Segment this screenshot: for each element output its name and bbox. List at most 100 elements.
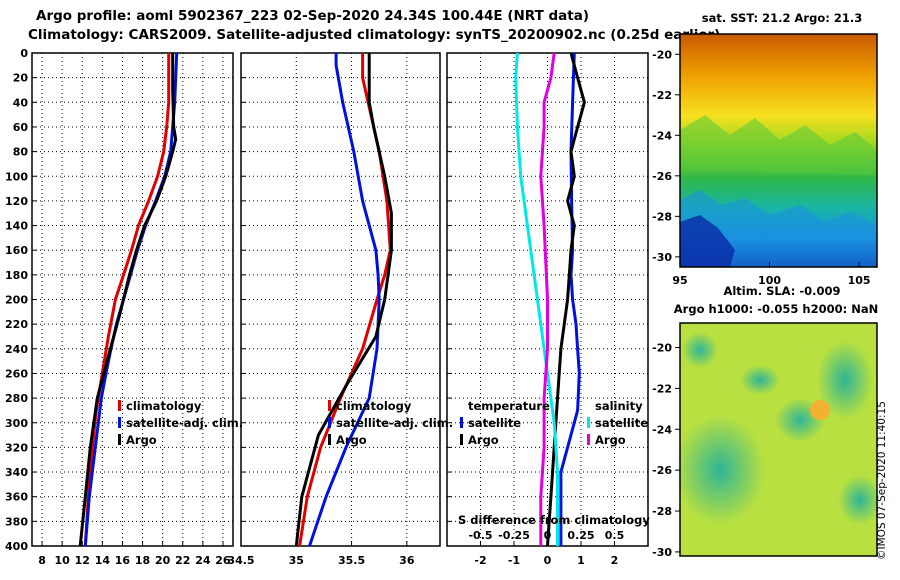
series-temperature-satellite xyxy=(559,52,581,546)
legend-label: satellite xyxy=(595,416,648,430)
x-tick-label: -1 xyxy=(508,554,520,567)
y-tick-label: 240 xyxy=(5,343,28,356)
y-tick-label: 220 xyxy=(5,318,28,331)
y-tick-label: 320 xyxy=(5,441,28,454)
sla-blob xyxy=(838,475,882,525)
y-tick-label: 280 xyxy=(5,392,28,405)
sst-y-tick-label: -28 xyxy=(652,210,672,223)
legend-label: Argo xyxy=(595,433,626,447)
legend-swatch-temp-satellite xyxy=(460,417,463,428)
legend-label: Argo xyxy=(336,433,367,447)
legend-label: satellite xyxy=(468,416,521,430)
legend-salinity: climatology satellite-adj. clim. Argo xyxy=(328,399,453,447)
difference-xlabel: S difference from climatology xyxy=(458,513,650,527)
y-tick-label: 0 xyxy=(20,47,28,60)
x-tick-label: 35 xyxy=(289,554,304,567)
sla-blob xyxy=(817,340,873,420)
y-tick-label: 260 xyxy=(5,367,28,380)
series-argo xyxy=(294,53,393,547)
credit: ©IMOS 07-Sep-2020 11:40:15 xyxy=(876,401,888,560)
series-salinity-satellite xyxy=(514,52,559,546)
legend-swatch-sal-satellite xyxy=(587,417,590,428)
y-tick-label: 80 xyxy=(13,146,29,159)
x-tick-label: 1 xyxy=(577,554,585,567)
sal-diff-tick-label: 0.25 xyxy=(567,529,594,542)
legend-swatch-argo xyxy=(118,434,121,445)
y-tick-label: 380 xyxy=(5,515,28,528)
difference-panel: -2 -1 0 1 2-0.5 -0.25 0 0.25 0.5 xyxy=(446,52,649,567)
sst-map-front xyxy=(680,115,877,175)
sst-y-tick-label: -24 xyxy=(652,129,672,142)
x-tick-label: 24 xyxy=(195,554,211,567)
sla-y-tick-label: -22 xyxy=(652,382,672,395)
y-tick-label: 400 xyxy=(5,540,28,553)
temperature-panel: 0 20 40 60 80 100 120 140 160 180 200 220 240 260 280 3… xyxy=(5,47,234,567)
sla-y-tick-label: -28 xyxy=(652,505,672,518)
y-tick-label: 140 xyxy=(5,220,28,233)
series-temperature-argo xyxy=(546,52,586,547)
sst-x-tick-label: 95 xyxy=(672,274,687,287)
sst-y-tick-label: -30 xyxy=(652,251,672,264)
title-line-1: Argo profile: aoml 5902367_223 02-Sep-20… xyxy=(36,8,590,24)
sla-blob xyxy=(740,365,780,395)
x-tick-label: 10 xyxy=(54,554,70,567)
series-argo xyxy=(78,53,178,547)
legend-swatch-sal-argo xyxy=(587,434,590,445)
x-tick-label: 36 xyxy=(399,554,415,567)
y-tick-label: 200 xyxy=(5,294,28,307)
legend-swatch-climatology xyxy=(118,400,121,411)
sal-diff-tick-label: -0.25 xyxy=(498,529,530,542)
x-tick-label: 26 xyxy=(215,554,231,567)
legend-header-temperature: temperature xyxy=(468,399,550,413)
x-tick-label: 16 xyxy=(115,554,131,567)
sst-map-frame xyxy=(679,33,878,268)
sla-blob xyxy=(675,415,765,525)
sla-map-title-1: Altim. SLA: -0.009 xyxy=(723,284,840,298)
sst-x-tick-label: 105 xyxy=(848,274,871,287)
legend-label: climatology xyxy=(336,399,412,413)
legend-header-salinity: salinity xyxy=(595,399,643,413)
legend-difference: temperature salinity satellite Argo sate… xyxy=(458,399,650,527)
salinity-panel: 34.5 35 35.5 36 xyxy=(227,52,441,567)
legend-label: Argo xyxy=(468,433,499,447)
x-tick-label: 20 xyxy=(155,554,171,567)
x-tick-label: 34.5 xyxy=(227,554,254,567)
title-line-2: Climatology: CARS2009. Satellite-adjuste… xyxy=(28,27,721,43)
sla-y-tick-label: -30 xyxy=(652,546,672,559)
sla-map-title-2: Argo h1000: -0.055 h2000: NaN xyxy=(674,302,878,316)
sst-y-tick-label: -20 xyxy=(652,48,672,61)
legend-swatch-climatology xyxy=(328,400,331,411)
y-tick-label: 180 xyxy=(5,269,28,282)
sst-y-tick-label: -22 xyxy=(652,89,672,102)
y-tick-label: 340 xyxy=(5,466,28,479)
sal-diff-tick-label: -0.5 xyxy=(468,529,492,542)
x-tick-label: 12 xyxy=(75,554,90,567)
y-tick-label: 20 xyxy=(13,72,29,85)
sla-warm-spot xyxy=(810,400,830,420)
sla-blob xyxy=(682,332,718,368)
series-salinity-argo xyxy=(539,52,556,546)
legend-swatch-satellite xyxy=(118,417,121,428)
x-tick-label: 22 xyxy=(175,554,190,567)
x-tick-label: 0 xyxy=(544,554,552,567)
sla-y-tick-label: -26 xyxy=(652,464,672,477)
x-tick-label: 14 xyxy=(95,554,111,567)
x-tick-label: 18 xyxy=(135,554,150,567)
sla-map: Altim. SLA: -0.009 Argo h1000: -0.055 h2… xyxy=(652,284,882,559)
sla-y-tick-label: -24 xyxy=(652,423,672,436)
legend-label: satellite-adj. clim. xyxy=(126,416,243,430)
y-tick-label: 300 xyxy=(5,417,28,430)
sst-map: sat. SST: 21.2 Argo: 21.3 95 100 105 -20 -22… xyxy=(652,11,878,287)
series-satellite-adj-clim- xyxy=(83,52,179,547)
sla-y-tick-label: -20 xyxy=(652,342,672,355)
sal-diff-tick-label: 0.5 xyxy=(605,529,625,542)
x-tick-label: 2 xyxy=(611,554,619,567)
legend-temperature: climatology satellite-adj. clim. Argo xyxy=(118,399,243,447)
x-tick-label: -2 xyxy=(474,554,486,567)
sst-x-tick-label: 100 xyxy=(758,274,781,287)
y-tick-label: 60 xyxy=(13,121,29,134)
x-tick-label: 35.5 xyxy=(338,554,365,567)
series-satellite-adj-clim- xyxy=(308,53,381,547)
x-tick-label: 8 xyxy=(38,554,46,567)
